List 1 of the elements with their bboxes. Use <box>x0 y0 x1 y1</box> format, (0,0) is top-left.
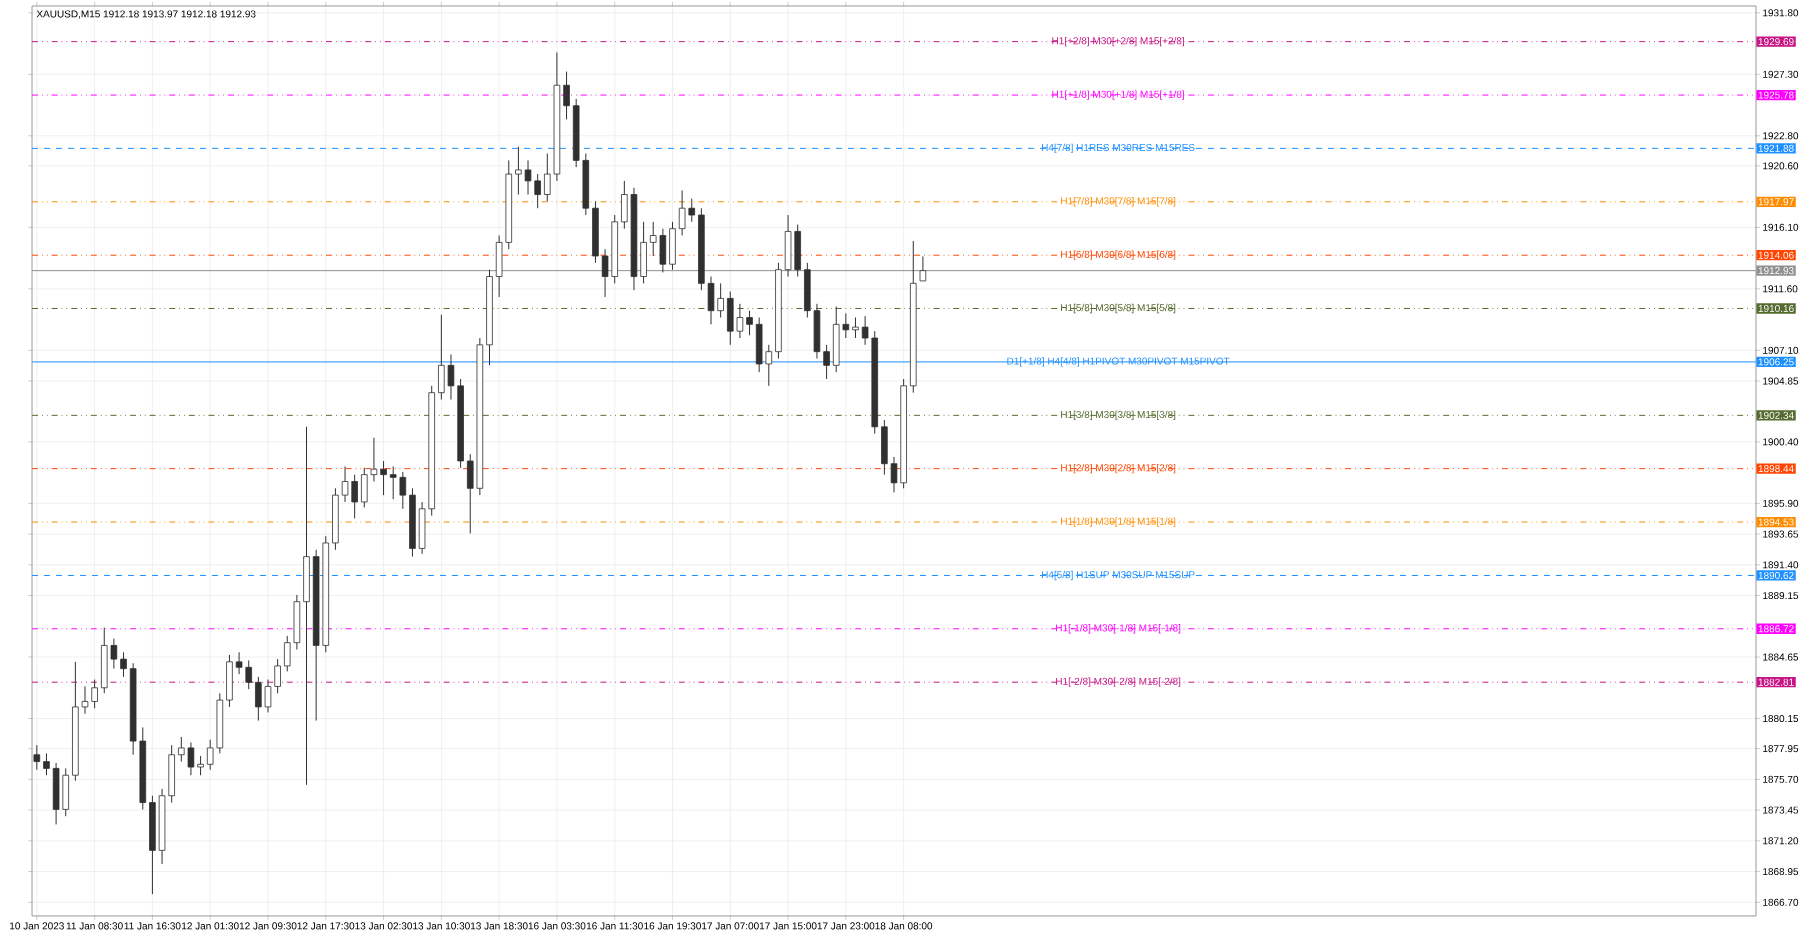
candlestick <box>919 255 927 282</box>
